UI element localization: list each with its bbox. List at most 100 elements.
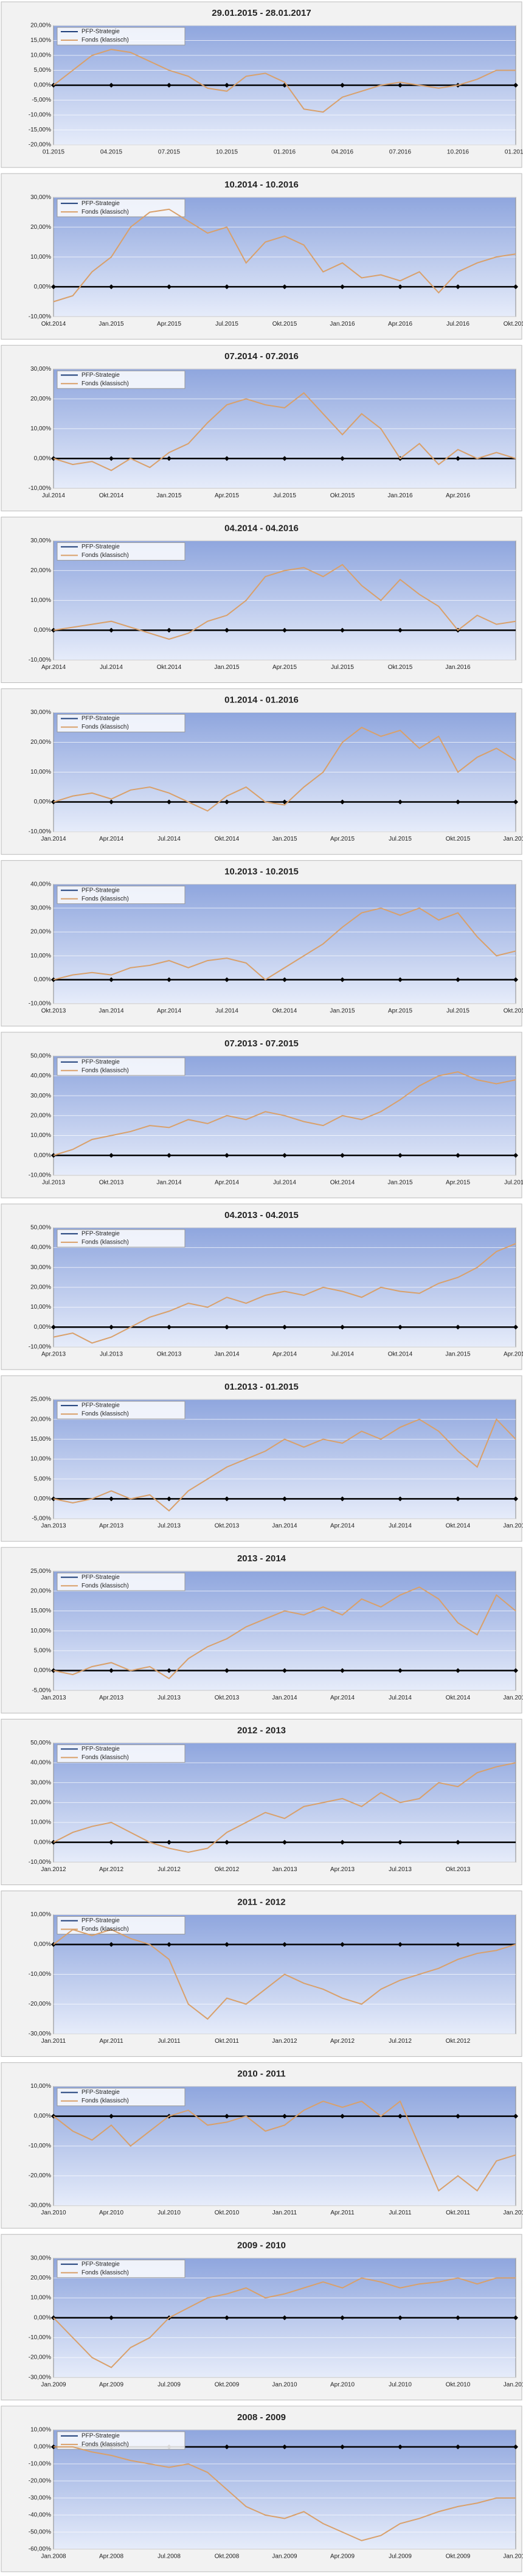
x-tick-marker [224, 977, 229, 982]
x-tick-marker [455, 977, 460, 982]
x-tick-label: Jul.2016 [446, 321, 469, 327]
y-tick-label: -10,00% [29, 657, 51, 663]
y-tick-label: 20,00% [30, 1284, 51, 1291]
y-tick-label: 15,00% [30, 1608, 51, 1614]
chart-title: 2009 - 2010 [237, 2241, 286, 2251]
y-tick-label: 0,00% [34, 284, 51, 290]
x-tick-marker [455, 284, 460, 290]
x-tick-marker [398, 83, 403, 88]
legend-box [57, 2088, 185, 2107]
y-tick-label: 25,00% [30, 1396, 51, 1403]
x-tick-marker [224, 1942, 229, 1947]
y-tick-label: 15,00% [30, 37, 51, 44]
x-tick-marker [513, 2113, 518, 2119]
x-tick-label: Jan.2014 [272, 1695, 297, 1701]
x-tick-marker [167, 284, 171, 290]
y-tick-label: -5,00% [32, 97, 51, 103]
legend-label: Fonds (klassisch) [81, 1926, 129, 1933]
chart-title: 01.2013 - 01.2015 [224, 1382, 299, 1392]
y-tick-label: 0,00% [34, 976, 51, 983]
x-tick-label: Jul.2014 [215, 1007, 238, 1014]
y-tick-label: 10,00% [30, 953, 51, 959]
legend-box [57, 198, 185, 217]
x-tick-marker [282, 2444, 287, 2449]
y-tick-label: -50,00% [29, 2529, 51, 2536]
x-tick-marker [340, 977, 345, 982]
x-tick-label: Okt.2013 [157, 1351, 182, 1358]
y-tick-label: 10,00% [30, 2295, 51, 2301]
x-tick-marker [224, 799, 229, 805]
x-tick-marker [455, 1153, 460, 1158]
x-tick-label: Jan.2013 [41, 1695, 66, 1701]
x-tick-label: Jul.2013 [158, 1695, 181, 1701]
x-tick-marker [513, 83, 518, 88]
y-tick-label: 20,00% [30, 1588, 51, 1595]
x-tick-marker [398, 1325, 403, 1330]
x-tick-label: Jul.2015 [446, 1007, 469, 1014]
x-tick-label: Jul.2011 [389, 2210, 412, 2216]
y-tick-label: -40,00% [29, 2512, 51, 2519]
x-tick-label: Apr.2010 [330, 2381, 355, 2388]
x-tick-label: Jul.2011 [158, 2038, 181, 2045]
x-tick-marker [513, 2315, 518, 2320]
x-tick-marker [340, 1839, 345, 1845]
x-tick-label: Jan.2014 [41, 836, 66, 842]
x-tick-marker [513, 799, 518, 805]
x-tick-marker [167, 1668, 171, 1673]
y-tick-label: 20,00% [30, 1799, 51, 1806]
y-tick-label: -20,00% [29, 2478, 51, 2485]
x-tick-label: Jan.2015 [387, 1179, 413, 1186]
y-tick-label: -10,00% [29, 1172, 51, 1178]
x-tick-marker [340, 2444, 345, 2449]
x-tick-marker [109, 284, 114, 290]
x-tick-marker [109, 1153, 114, 1158]
y-tick-label: -10,00% [29, 313, 51, 320]
y-tick-label: -10,00% [29, 1859, 51, 1866]
x-tick-label: Jan.2015 [445, 1351, 471, 1358]
x-tick-label: Apr.2014 [99, 836, 123, 842]
x-tick-marker [340, 1668, 345, 1673]
x-tick-label: Jan.2012 [503, 2210, 523, 2216]
x-tick-marker [224, 628, 229, 633]
x-tick-marker [398, 284, 403, 290]
x-tick-marker [282, 977, 287, 982]
x-tick-marker [282, 1668, 287, 1673]
x-tick-marker [109, 1942, 114, 1947]
chart-title: 04.2013 - 04.2015 [224, 1210, 299, 1220]
x-tick-label: Jan.2015 [99, 321, 124, 327]
y-tick-label: -20,00% [29, 2001, 51, 2007]
x-tick-label: Apr.2013 [99, 1695, 123, 1701]
x-tick-label: Jul.2015 [331, 664, 354, 671]
x-tick-label: Jul.2015 [215, 321, 238, 327]
x-tick-label: Jul.2014 [273, 1179, 296, 1186]
plot-area [53, 884, 516, 1004]
series-line [53, 564, 516, 640]
y-tick-label: 10,00% [30, 1132, 51, 1139]
x-tick-marker [224, 2444, 229, 2449]
y-tick-label: 10,00% [30, 1628, 51, 1634]
x-tick-marker [167, 1839, 171, 1845]
x-tick-marker [109, 2315, 114, 2320]
x-tick-label: Jan.2013 [41, 1523, 66, 1530]
x-tick-label: Jan.2009 [272, 2553, 297, 2560]
x-tick-marker [513, 1668, 518, 1673]
legend-box [57, 1572, 185, 1591]
y-tick-label: 10,00% [30, 1456, 51, 1463]
x-tick-label: Jul.2008 [158, 2553, 181, 2560]
y-tick-label: 20,00% [30, 929, 51, 936]
x-tick-marker [224, 1839, 229, 1845]
x-tick-marker [282, 2315, 287, 2320]
x-tick-label: Okt.2015 [388, 664, 413, 671]
legend-label: Fonds (klassisch) [81, 1411, 129, 1418]
x-tick-label: Okt.2010 [215, 2210, 240, 2216]
y-tick-label: 20,00% [30, 1416, 51, 1423]
x-tick-label: Okt.2014 [446, 1523, 471, 1530]
legend-label: PFP-Strategie [81, 2089, 120, 2096]
x-tick-label: Apr.2014 [330, 1695, 355, 1701]
y-tick-label: -30,00% [29, 2374, 51, 2381]
x-tick-label: 04.2016 [331, 149, 354, 156]
x-tick-label: Apr.2016 [388, 321, 412, 327]
legend-label: Fonds (klassisch) [81, 895, 129, 902]
y-tick-label: 5,00% [34, 67, 51, 74]
